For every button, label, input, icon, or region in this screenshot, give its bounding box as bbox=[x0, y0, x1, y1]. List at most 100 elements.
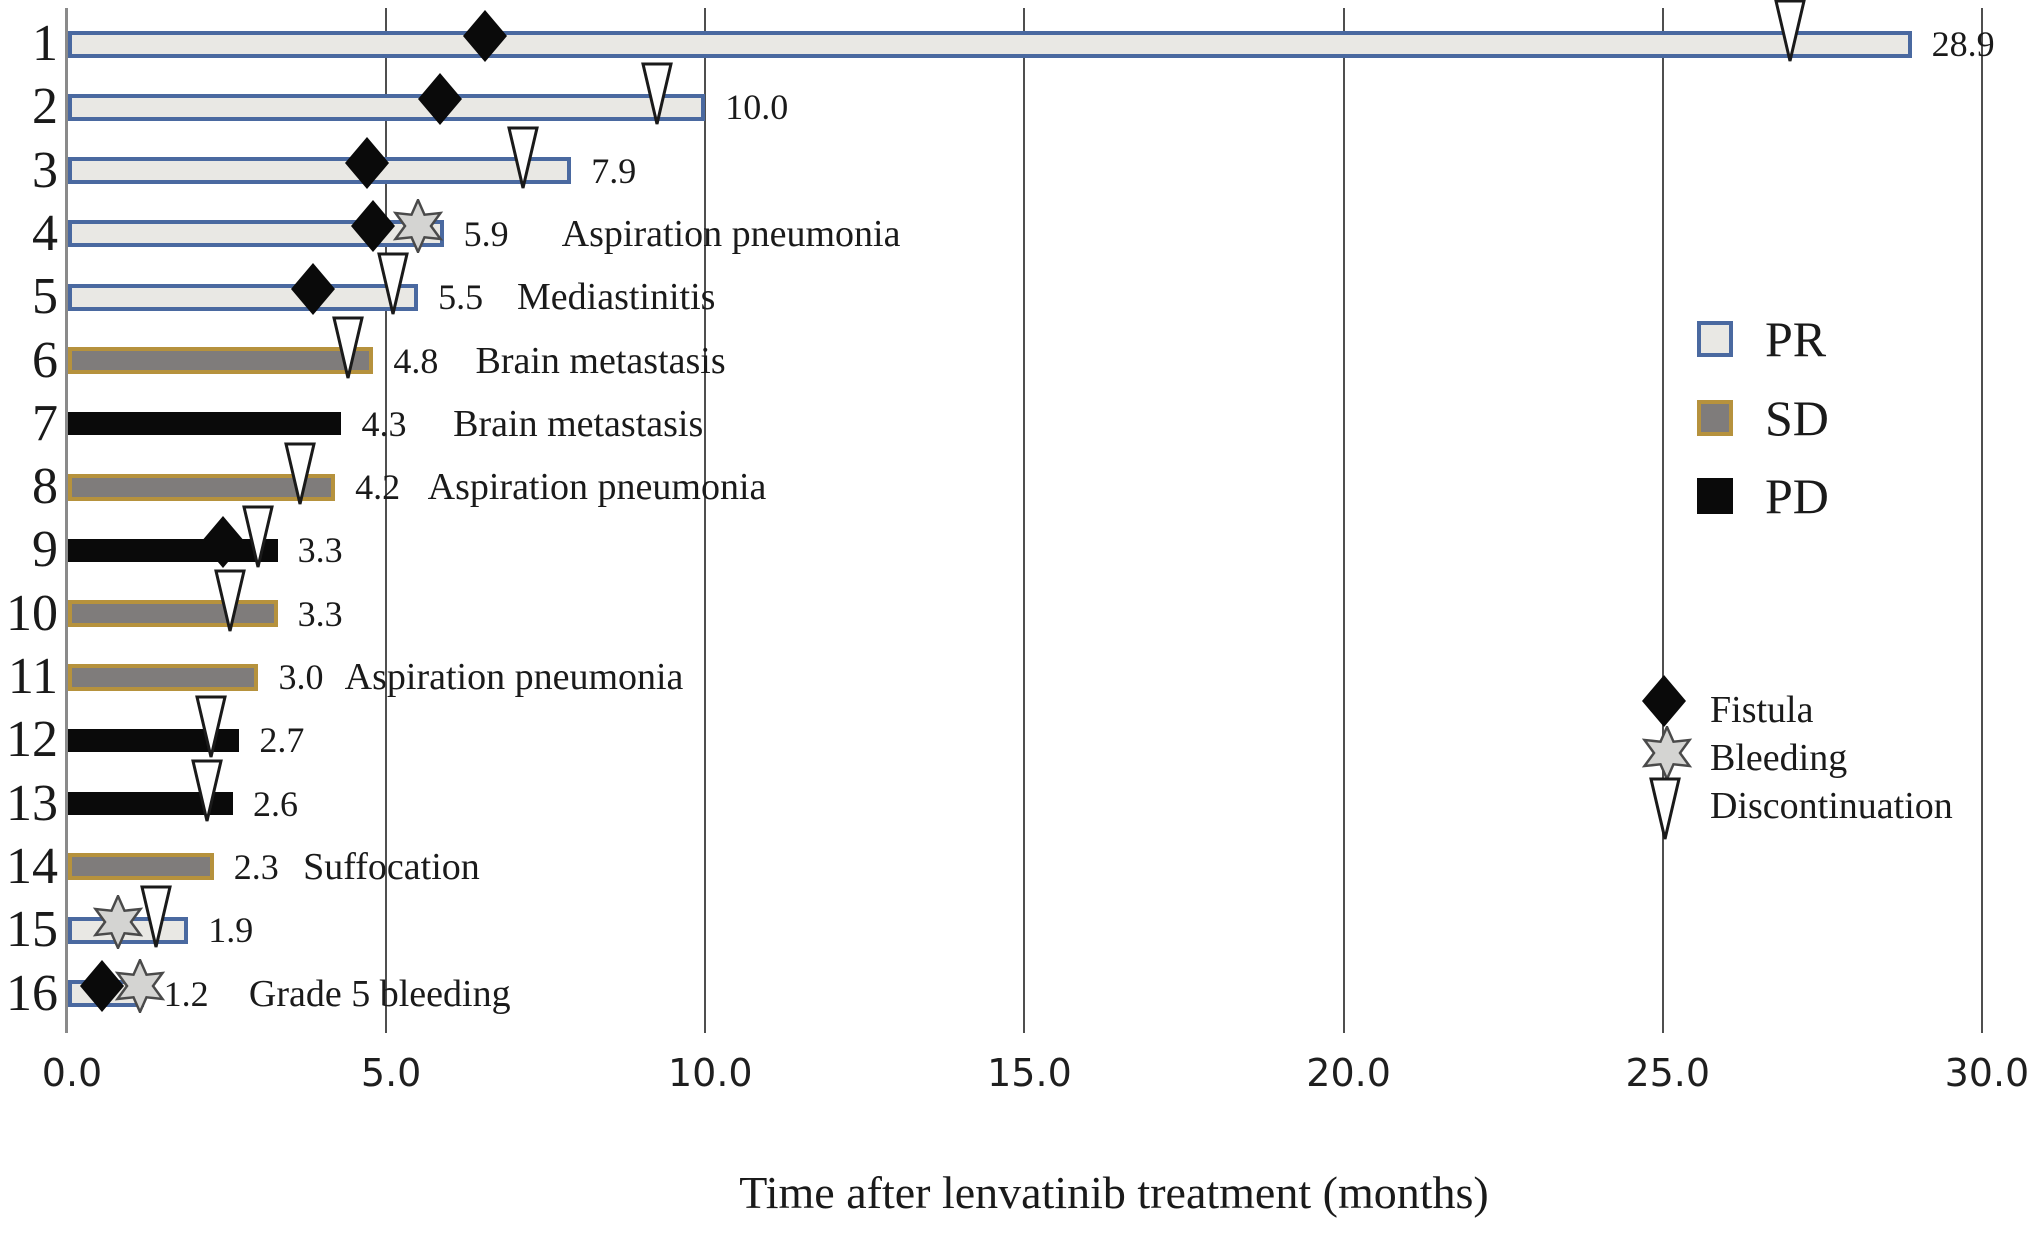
fistula-marker bbox=[350, 199, 396, 258]
patient-bar-1-PR bbox=[68, 30, 1912, 58]
discontinuation-marker bbox=[140, 885, 173, 954]
row-label-patient-3: 3 bbox=[32, 141, 58, 199]
x-tick-label: 5.0 bbox=[360, 1051, 422, 1095]
patient-bar-7-PD bbox=[68, 412, 342, 436]
patient-bar-2-PR bbox=[68, 93, 706, 121]
event-annotation: Aspiration pneumonia bbox=[344, 656, 684, 698]
fistula-marker bbox=[290, 262, 336, 321]
legend-item-pd: PD bbox=[1697, 471, 1829, 521]
gridline-15.0 bbox=[1023, 8, 1026, 1033]
bleeding-marker bbox=[392, 196, 444, 258]
gridline-25.0 bbox=[1661, 8, 1664, 1033]
discontinuation-marker bbox=[213, 569, 246, 638]
sd-swatch-icon bbox=[1697, 400, 1733, 436]
row-label-patient-9: 9 bbox=[32, 521, 58, 579]
patient-bar-11-SD bbox=[68, 663, 259, 691]
patient-bar-10-SD bbox=[68, 600, 278, 628]
patient-bar-5-PR bbox=[68, 283, 419, 311]
row-label-patient-15: 15 bbox=[6, 901, 58, 959]
gridline-10.0 bbox=[704, 8, 707, 1033]
bar-value-label: 1.9 bbox=[208, 910, 254, 951]
row-label-patient-5: 5 bbox=[32, 268, 58, 326]
row-label-patient-8: 8 bbox=[32, 458, 58, 516]
pd-swatch-icon bbox=[1697, 478, 1733, 514]
bar-value-label: 4.3 bbox=[361, 403, 407, 444]
row-label-patient-11: 11 bbox=[7, 648, 58, 705]
discontinuation-marker bbox=[194, 695, 227, 764]
pr-legend-label: PR bbox=[1765, 311, 1827, 367]
row-label-patient-16: 16 bbox=[6, 964, 58, 1022]
bleeding-marker bbox=[114, 956, 166, 1018]
event-annotation: Aspiration pneumonia bbox=[561, 212, 901, 255]
discontinuation-marker bbox=[507, 126, 540, 195]
row-label-patient-14: 14 bbox=[6, 837, 58, 895]
x-tick-label: 30.0 bbox=[1944, 1051, 2030, 1095]
fistula-marker bbox=[417, 72, 463, 131]
event-annotation: Aspiration pneumonia bbox=[427, 466, 767, 509]
bar-value-label: 3.3 bbox=[297, 593, 343, 634]
fistula-marker bbox=[462, 9, 508, 68]
legend-item-sd: SD bbox=[1697, 393, 1829, 443]
discontinuation-marker bbox=[242, 505, 275, 574]
x-tick-label: 0.0 bbox=[41, 1051, 103, 1095]
bar-value-label: 3.3 bbox=[297, 530, 343, 571]
bleeding-legend-label: Bleeding bbox=[1710, 737, 1848, 779]
fistula-marker bbox=[79, 959, 125, 1018]
discontinuation-marker bbox=[376, 252, 409, 321]
row-label-patient-13: 13 bbox=[6, 774, 58, 832]
patient-bar-14-SD bbox=[68, 853, 214, 881]
bar-value-label: 1.2 bbox=[163, 973, 209, 1014]
fistula-diamond-icon bbox=[1641, 674, 1687, 733]
bar-value-label: 2.3 bbox=[233, 846, 279, 887]
bar-value-label: 2.7 bbox=[259, 720, 305, 761]
patient-bar-12-PD bbox=[68, 728, 240, 752]
pd-legend-label: PD bbox=[1765, 468, 1829, 524]
patient-bar-3-PR bbox=[68, 157, 572, 185]
patient-bar-13-PD bbox=[68, 792, 233, 816]
patient-bar-8-SD bbox=[68, 473, 336, 501]
bar-value-label: 5.9 bbox=[463, 213, 509, 254]
discontinuation-marker bbox=[284, 442, 316, 511]
row-label-patient-4: 4 bbox=[32, 204, 58, 262]
legend-item-pr: PR bbox=[1697, 314, 1826, 364]
discontinuation-marker bbox=[1774, 0, 1807, 68]
patient-bar-6-SD bbox=[68, 347, 374, 374]
bar-value-label: 5.5 bbox=[438, 277, 484, 318]
gridline-30.0 bbox=[1980, 8, 1983, 1033]
fistula-marker bbox=[344, 136, 390, 195]
bar-value-label: 4.8 bbox=[393, 340, 439, 381]
gridline-5.0 bbox=[385, 8, 388, 1033]
x-tick-label: 25.0 bbox=[1625, 1051, 1711, 1095]
bar-value-label: 10.0 bbox=[725, 87, 789, 128]
row-label-patient-10: 10 bbox=[6, 584, 58, 642]
event-annotation: Mediastinitis bbox=[517, 276, 716, 319]
x-tick-label: 15.0 bbox=[987, 1051, 1072, 1095]
event-annotation: Brain metastasis bbox=[475, 339, 726, 382]
discontinuation-triangle-icon bbox=[1649, 777, 1681, 846]
discontinuation-legend-label: Discontinuation bbox=[1710, 785, 1953, 827]
bar-value-label: 28.9 bbox=[1931, 24, 1995, 64]
sd-legend-label: SD bbox=[1765, 390, 1829, 446]
event-annotation: Grade 5 bleeding bbox=[248, 972, 511, 1015]
bar-value-label: 3.0 bbox=[278, 657, 324, 697]
pr-swatch-icon bbox=[1697, 321, 1733, 357]
fistula-marker bbox=[200, 515, 246, 574]
row-label-patient-7: 7 bbox=[32, 394, 58, 452]
row-label-patient-6: 6 bbox=[32, 331, 58, 389]
bar-value-label: 4.2 bbox=[355, 467, 401, 508]
row-label-patient-1: 1 bbox=[32, 15, 58, 72]
fistula-legend-label: Fistula bbox=[1710, 689, 1814, 731]
event-annotation: Suffocation bbox=[303, 845, 480, 888]
bar-value-label: 2.6 bbox=[252, 783, 298, 824]
row-label-patient-2: 2 bbox=[32, 78, 58, 136]
bleeding-marker bbox=[92, 893, 144, 954]
discontinuation-marker bbox=[641, 62, 674, 131]
discontinuation-marker bbox=[191, 759, 224, 828]
x-tick-label: 10.0 bbox=[667, 1051, 753, 1095]
discontinuation-marker bbox=[331, 316, 364, 385]
x-tick-label: 20.0 bbox=[1306, 1051, 1391, 1095]
event-annotation: Brain metastasis bbox=[453, 402, 704, 445]
y-axis-line bbox=[65, 8, 68, 1033]
